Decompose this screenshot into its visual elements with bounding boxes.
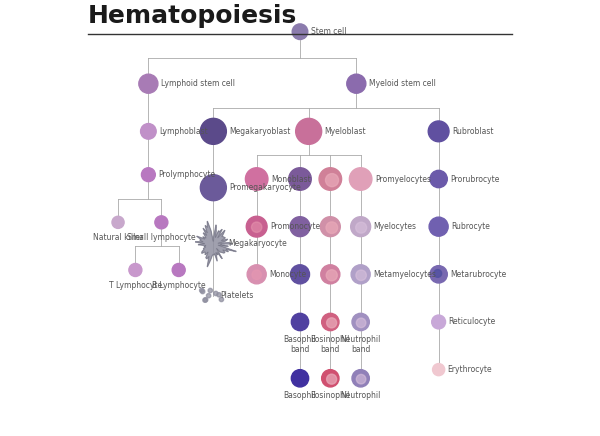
Circle shape [356,222,367,233]
Circle shape [430,266,447,283]
Text: Myeloblast: Myeloblast [325,127,367,136]
Circle shape [326,374,337,384]
Circle shape [139,74,158,93]
Circle shape [356,375,366,384]
Circle shape [319,168,341,190]
Text: Myelocytes: Myelocytes [374,222,416,231]
Circle shape [155,216,168,229]
Circle shape [433,364,445,376]
Circle shape [296,118,322,144]
Circle shape [208,288,212,293]
Text: Basophil
band: Basophil band [284,335,316,354]
Text: Basophil: Basophil [284,391,316,400]
Circle shape [112,216,124,228]
Circle shape [203,298,207,302]
Circle shape [292,313,308,330]
Circle shape [321,265,340,284]
Circle shape [356,270,367,280]
Circle shape [246,216,267,237]
Text: Megakaryocyte: Megakaryocyte [229,239,287,249]
Text: Eosinophil: Eosinophil [311,391,350,400]
Text: Promonocyte: Promonocyte [270,222,320,231]
Circle shape [206,293,211,298]
Circle shape [129,263,142,276]
Circle shape [200,288,204,293]
Circle shape [356,318,366,327]
Circle shape [347,74,366,93]
Circle shape [352,370,370,387]
Text: Hematopoiesis: Hematopoiesis [88,3,297,27]
Text: B Lymphocyte: B Lymphocyte [152,281,206,290]
Circle shape [349,168,372,190]
Text: Eosinophil
band: Eosinophil band [311,335,350,354]
Circle shape [292,370,308,387]
Text: Rubroblast: Rubroblast [452,127,494,136]
Text: T Lymphocyte: T Lymphocyte [109,281,162,290]
Circle shape [430,170,447,187]
Circle shape [350,217,371,237]
Circle shape [431,315,446,329]
Text: Stem cell: Stem cell [311,27,346,36]
Text: Prolymphocyte: Prolymphocyte [158,170,215,179]
Text: Monocyte: Monocyte [269,270,307,279]
Circle shape [290,217,310,237]
Text: Platelets: Platelets [221,292,254,300]
Text: Prorubrocyte: Prorubrocyte [451,174,500,184]
Circle shape [203,298,208,302]
Circle shape [325,174,338,187]
Text: Neutrophil
band: Neutrophil band [340,335,381,354]
Text: Promyelocytes: Promyelocytes [375,174,431,184]
Circle shape [245,168,268,190]
Text: Natural killer: Natural killer [93,233,143,242]
Circle shape [322,370,339,387]
Circle shape [200,118,226,144]
Circle shape [251,222,262,232]
Text: Metamyelocytes: Metamyelocytes [373,270,436,279]
Text: Erythrocyte: Erythrocyte [448,365,493,374]
Circle shape [326,270,337,281]
Circle shape [434,269,442,277]
Circle shape [320,217,340,237]
Text: Promegakaryocyte: Promegakaryocyte [229,183,301,192]
Circle shape [352,313,370,330]
Text: Monoblast: Monoblast [271,174,311,184]
Text: Rubrocyte: Rubrocyte [451,222,490,231]
Polygon shape [195,221,236,267]
Text: Reticulocyte: Reticulocyte [449,317,496,327]
Circle shape [351,265,370,284]
Text: Lymphoblast: Lymphoblast [159,127,208,136]
Circle shape [289,168,311,190]
Text: Lymphoid stem cell: Lymphoid stem cell [161,79,235,88]
Circle shape [429,217,448,236]
Circle shape [322,313,339,330]
Circle shape [326,222,338,233]
Circle shape [200,290,205,294]
Circle shape [428,121,449,142]
Circle shape [200,175,226,201]
Circle shape [217,293,221,297]
Circle shape [214,291,218,296]
Text: Megakaryoblast: Megakaryoblast [229,127,291,136]
Circle shape [290,265,310,284]
Text: Neutrophil: Neutrophil [340,391,381,400]
Circle shape [326,318,337,328]
Text: Myeloid stem cell: Myeloid stem cell [369,79,436,88]
Circle shape [172,263,185,276]
Circle shape [247,265,266,284]
Text: Small lymphocyte: Small lymphocyte [127,233,196,242]
Circle shape [292,24,308,40]
Circle shape [252,270,262,279]
Circle shape [140,123,156,139]
Circle shape [142,168,155,182]
Text: Metarubrocyte: Metarubrocyte [451,270,506,279]
Circle shape [219,297,224,302]
